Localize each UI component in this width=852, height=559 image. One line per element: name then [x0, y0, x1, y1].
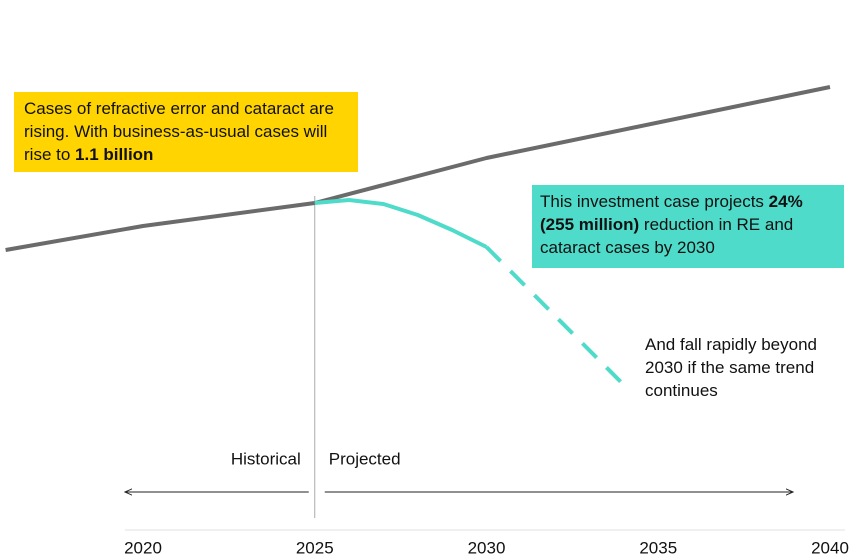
fall-note: And fall rapidly beyond 2030 if the same…	[645, 335, 818, 400]
note-text: reduction in RE and cataract cases by 20…	[540, 215, 794, 257]
historical-label: Historical	[231, 449, 301, 468]
x-tick-label: 2035	[639, 538, 677, 557]
x-tick-label: 2020	[124, 538, 162, 557]
series-line	[314, 198, 488, 249]
note-text: This investment case projects	[540, 192, 769, 211]
projected-label: Projected	[329, 449, 401, 468]
note-text: Cases of refractive error and cataract a…	[24, 99, 334, 164]
note-bold: 24% (255 million)	[540, 192, 803, 234]
x-tick-label: 2025	[296, 538, 334, 557]
investment-note: This investment case projects 24% (255 m…	[532, 185, 844, 268]
x-tick-label: 2040	[811, 538, 849, 557]
rising-note: Cases of refractive error and cataract a…	[14, 92, 358, 172]
x-tick-label: 2030	[468, 538, 506, 557]
note-bold: 1.1 billion	[75, 145, 154, 164]
